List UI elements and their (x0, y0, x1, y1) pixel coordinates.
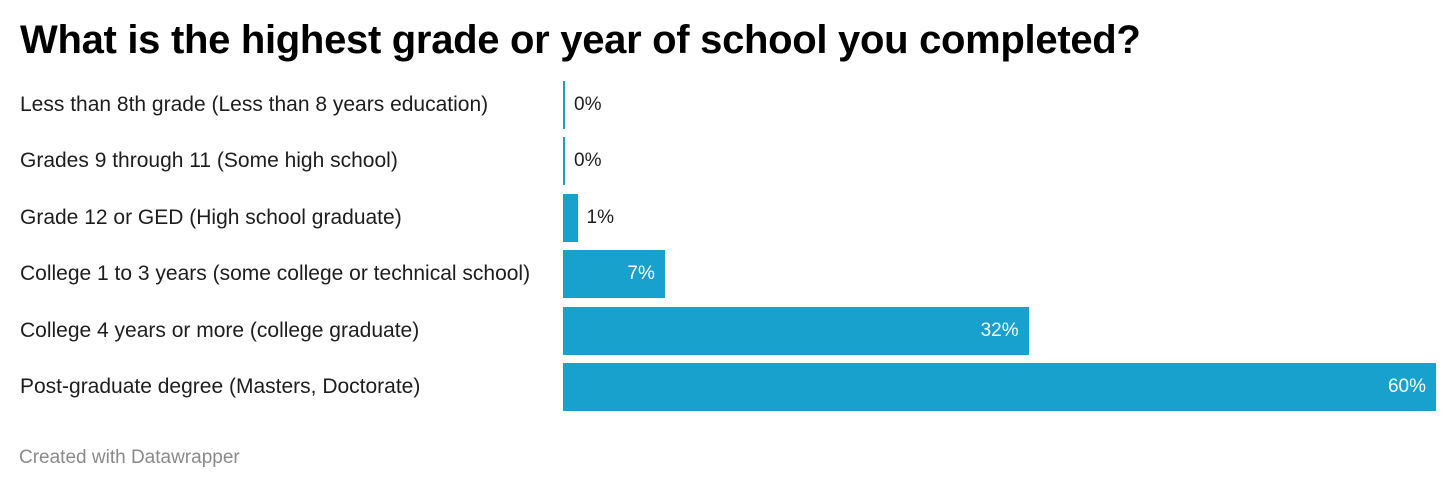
bar (563, 81, 565, 129)
category-label: Less than 8th grade (Less than 8 years e… (20, 93, 489, 116)
bar (563, 194, 578, 242)
bar (563, 250, 665, 298)
category-label: Grades 9 through 11 (Some high school) (20, 149, 398, 172)
value-label: 32% (980, 320, 1019, 341)
footer-credit: Created with Datawrapper (19, 447, 240, 468)
value-label: 0% (574, 94, 602, 115)
category-label: Grade 12 or GED (High school graduate) (20, 206, 402, 229)
category-label: Post-graduate degree (Masters, Doctorate… (20, 375, 421, 398)
category-label: College 4 years or more (college graduat… (20, 319, 420, 342)
category-label: College 1 to 3 years (some college or te… (20, 262, 531, 285)
value-label: 7% (627, 263, 655, 284)
value-label: 0% (574, 150, 602, 171)
bar (563, 307, 1029, 355)
chart-title: What is the highest grade or year of sch… (20, 18, 1141, 62)
value-label: 60% (1387, 376, 1426, 397)
bar (563, 363, 1436, 411)
value-label: 1% (586, 207, 615, 228)
bar (563, 137, 565, 185)
